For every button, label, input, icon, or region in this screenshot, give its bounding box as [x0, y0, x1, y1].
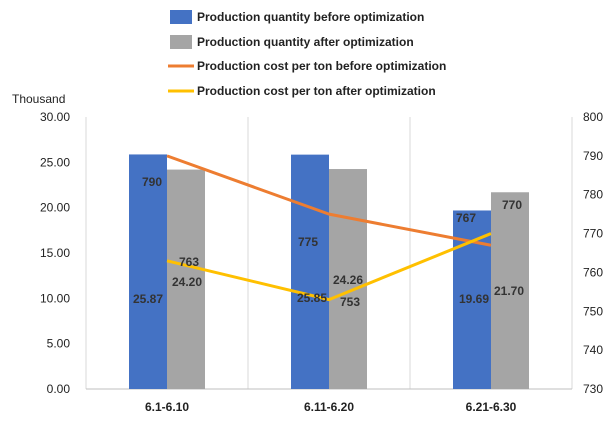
legend-label: Production cost per ton before optimizat… [197, 59, 446, 73]
label-layer: 25.87 25.85 19.69 24.20 24.26 21.70 790 775 767 7… [133, 175, 524, 309]
bar-value-label: 25.87 [133, 292, 163, 306]
bar-value-label: 21.70 [494, 284, 524, 298]
bar-value-label: 24.26 [333, 273, 363, 287]
y-tick-label: 0.00 [47, 382, 71, 396]
y-tick-label: 15.00 [40, 246, 70, 260]
bar-layer [129, 154, 529, 389]
line-value-label: 753 [340, 295, 360, 309]
line-series [166, 232, 492, 302]
bar-value-label: 19.69 [459, 292, 489, 306]
bar [167, 169, 205, 389]
y2-tick-label: 750 [583, 304, 603, 318]
y-tick-label: 5.00 [47, 337, 71, 351]
line-layer [166, 154, 492, 302]
x-tick-label: 6.1-6.10 [145, 400, 189, 414]
legend: Production quantity before optimization P… [168, 10, 446, 98]
y-tick-label: 10.00 [40, 291, 70, 305]
x-tick-label: 6.21-6.30 [466, 400, 517, 414]
bar [291, 154, 329, 389]
y-tick-label: 20.00 [40, 201, 70, 215]
line-value-label: 763 [179, 255, 199, 269]
y2-tick-label: 770 [583, 227, 603, 241]
y-tick-label: 30.00 [40, 110, 70, 124]
bar [329, 169, 367, 389]
y2-tick-label: 760 [583, 265, 603, 279]
line-value-label: 770 [502, 198, 522, 212]
y2-tick-label: 800 [583, 110, 603, 124]
y2-tick-label: 780 [583, 188, 603, 202]
legend-label: Production quantity after optimization [197, 35, 414, 49]
y2-tick-label: 790 [583, 149, 603, 163]
bar [129, 154, 167, 389]
line-value-label: 790 [142, 175, 162, 189]
bar-value-label: 24.20 [172, 275, 202, 289]
y-tick-label: 25.00 [40, 155, 70, 169]
legend-swatch [170, 35, 192, 49]
bar-value-label: 25.85 [297, 291, 327, 305]
y-axis-title: Thousand [12, 92, 65, 106]
x-tick-label: 6.11-6.20 [304, 400, 354, 414]
axis-layer: Thousand 0.00 5.00 10.00 15.00 20.00 25.00 30.… [12, 92, 603, 414]
bar [491, 192, 529, 389]
legend-label: Production quantity before optimization [197, 10, 424, 24]
y2-tick-label: 740 [583, 343, 603, 357]
y2-tick-label: 730 [583, 382, 603, 396]
line-series [166, 154, 492, 247]
legend-label: Production cost per ton after optimizati… [197, 84, 436, 98]
legend-swatch [170, 10, 192, 24]
line-value-label: 767 [456, 211, 476, 225]
line-value-label: 775 [298, 235, 318, 249]
